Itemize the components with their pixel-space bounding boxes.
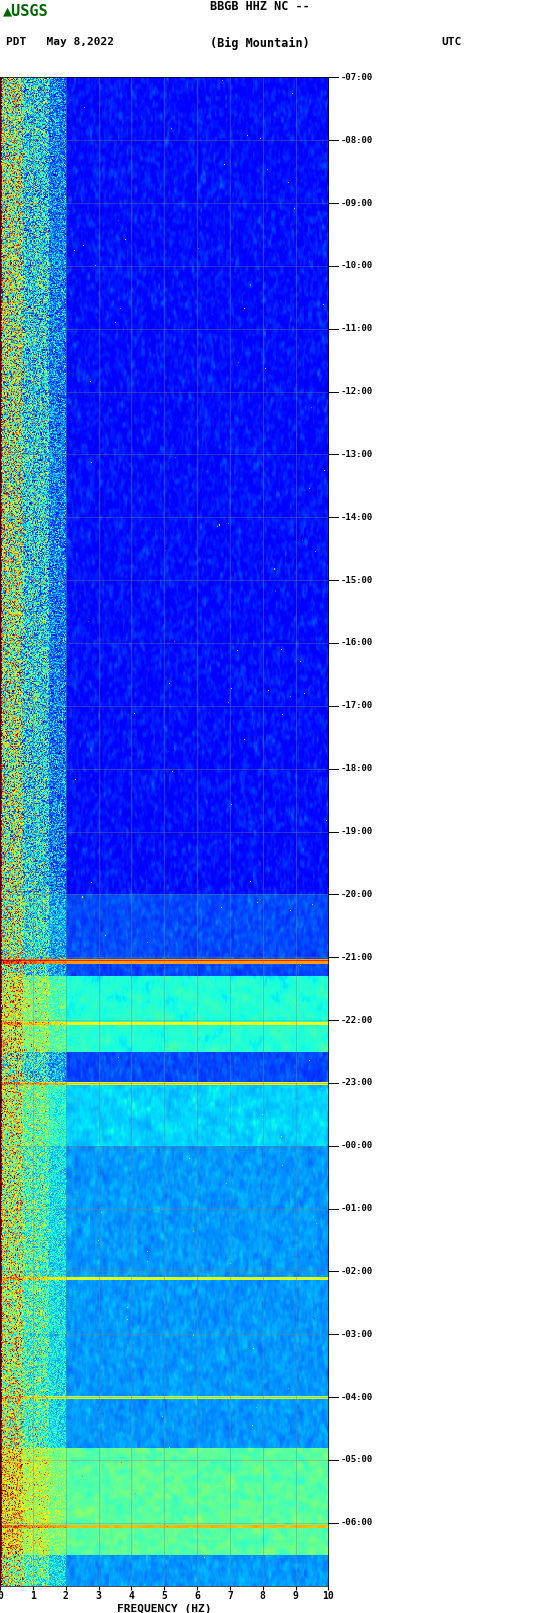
Text: ▲USGS: ▲USGS [3,3,49,19]
Text: -02:00: -02:00 [341,1266,373,1276]
Text: -18:00: -18:00 [341,765,373,773]
Text: -19:00: -19:00 [341,827,373,836]
Text: -15:00: -15:00 [341,576,373,584]
Text: -13:00: -13:00 [341,450,373,460]
Text: -10:00: -10:00 [341,261,373,271]
Text: -17:00: -17:00 [341,702,373,710]
Text: -01:00: -01:00 [341,1203,373,1213]
Text: -22:00: -22:00 [341,1016,373,1024]
Text: -20:00: -20:00 [341,890,373,898]
Text: -00:00: -00:00 [341,1142,373,1150]
Text: -09:00: -09:00 [341,198,373,208]
Text: PDT   May 8,2022: PDT May 8,2022 [6,37,114,47]
Text: -05:00: -05:00 [341,1455,373,1465]
Text: -11:00: -11:00 [341,324,373,334]
Text: -07:00: -07:00 [341,73,373,82]
Text: -06:00: -06:00 [341,1518,373,1528]
Text: -21:00: -21:00 [341,953,373,961]
Text: UTC: UTC [442,37,462,47]
Text: BBGB HHZ NC --: BBGB HHZ NC -- [210,0,309,13]
Text: -23:00: -23:00 [341,1079,373,1087]
X-axis label: FREQUENCY (HZ): FREQUENCY (HZ) [117,1603,211,1613]
Text: -16:00: -16:00 [341,639,373,647]
Text: -08:00: -08:00 [341,135,373,145]
Text: -03:00: -03:00 [341,1329,373,1339]
Text: -04:00: -04:00 [341,1392,373,1402]
Text: (Big Mountain): (Big Mountain) [210,37,309,50]
Text: -12:00: -12:00 [341,387,373,397]
Text: -14:00: -14:00 [341,513,373,521]
